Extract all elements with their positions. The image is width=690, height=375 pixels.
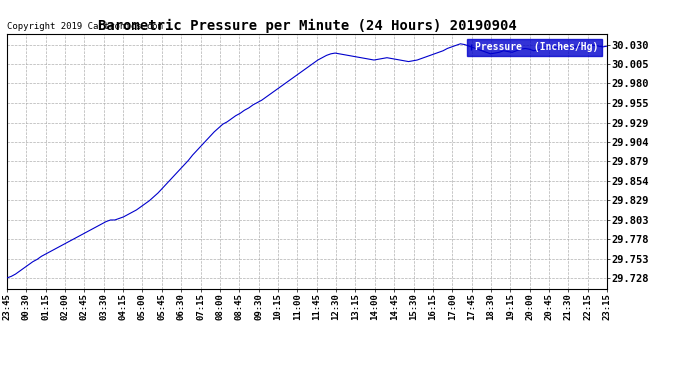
Legend: Pressure  (Inches/Hg): Pressure (Inches/Hg) [467,39,602,56]
Text: Copyright 2019 Cartronics.com: Copyright 2019 Cartronics.com [7,22,163,31]
Title: Barometric Pressure per Minute (24 Hours) 20190904: Barometric Pressure per Minute (24 Hours… [98,18,516,33]
